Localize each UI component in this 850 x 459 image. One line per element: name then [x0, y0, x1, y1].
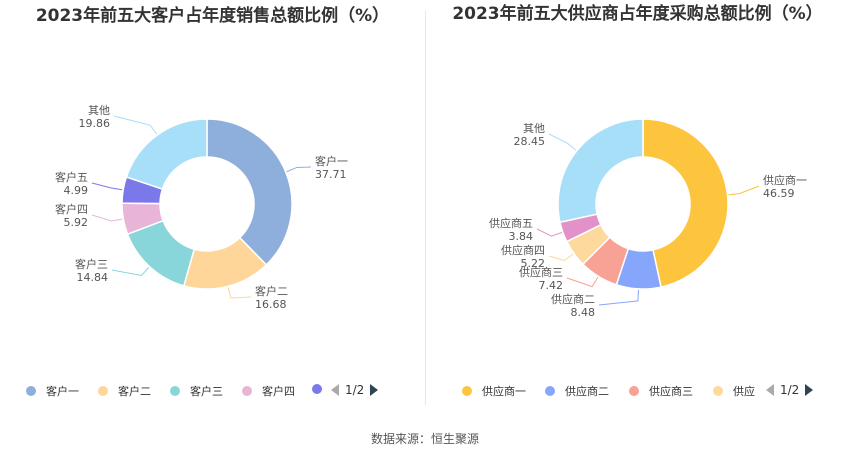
leader-line: [91, 182, 123, 191]
customer-chart-panel: 2023年前五大客户占年度销售总额比例（%） 客户一 37.71 客户二 16.68 客…: [0, 0, 425, 420]
legend-item[interactable]: 供应商一: [462, 383, 526, 399]
slice-value: 19.86: [79, 117, 111, 130]
leader-line: [286, 166, 312, 173]
slice-value: 14.84: [77, 271, 109, 284]
leader-line: [548, 133, 577, 151]
leader-line: [111, 267, 150, 277]
legend-swatch: [629, 386, 639, 396]
legend-pager: 1/2: [331, 383, 379, 397]
slice-label: 其他: [523, 122, 545, 135]
slice-label: 客户一: [315, 154, 348, 168]
legend-swatch: [242, 386, 252, 396]
legend-item[interactable]: 客户一: [26, 383, 79, 399]
slice-value: 28.45: [514, 135, 546, 148]
slice-value: 3.84: [509, 230, 534, 243]
legend-label: 客户四: [262, 385, 295, 398]
slice-label: 供应商二: [551, 292, 595, 306]
prev-page-icon[interactable]: [766, 384, 774, 396]
slice-label: 供应商四: [501, 243, 545, 257]
donut-slice-6[interactable]: [557, 118, 644, 224]
slice-value: 46.59: [763, 187, 795, 200]
legend-label: 客户二: [118, 385, 151, 398]
legend-item[interactable]: 客户四: [242, 383, 295, 399]
leader-line: [227, 287, 252, 299]
slice-value: 8.48: [571, 306, 596, 319]
leader-line: [598, 289, 640, 306]
leader-line: [548, 253, 574, 262]
slice-value: 16.68: [255, 298, 287, 311]
legend-item[interactable]: 供应商三: [629, 383, 693, 399]
donut-slice-1[interactable]: [206, 118, 293, 266]
legend-swatch: [312, 384, 322, 394]
legend-swatch: [26, 386, 36, 396]
slice-value: 5.22: [521, 257, 546, 270]
legend-item[interactable]: 客户二: [98, 383, 151, 399]
slice-label: 供应商三: [519, 265, 563, 279]
donut-slice-6[interactable]: [125, 118, 208, 191]
legend-label: 客户一: [46, 385, 79, 398]
legend-swatch: [170, 386, 180, 396]
chart-title: 2023年前五大供应商占年度采购总额比例（%）: [452, 4, 823, 24]
legend-pager: 1/2: [766, 383, 814, 397]
legend-label: 供应商二: [565, 385, 609, 398]
prev-page-icon[interactable]: [331, 384, 339, 396]
legend-label: 供应商一: [482, 385, 526, 398]
slice-value: 5.92: [64, 216, 89, 229]
slice-label: 其他: [88, 104, 110, 117]
legend-label: 供应: [733, 385, 755, 398]
slice-label: 客户五: [55, 170, 88, 184]
leader-line: [728, 185, 760, 196]
legend-swatch: [462, 386, 472, 396]
panel-divider: [425, 10, 426, 405]
leader-line: [536, 228, 563, 237]
slice-label: 客户二: [255, 284, 288, 298]
slice-label: 供应商一: [763, 173, 807, 187]
page-indicator: 1/2: [780, 383, 800, 397]
legend-swatch: [98, 386, 108, 396]
legend-swatch: [545, 386, 555, 396]
customer-legend: 客户一 客户二 客户三 客户四 1/2: [0, 383, 425, 403]
legend-label: 客户三: [190, 385, 223, 398]
leader-line: [566, 276, 599, 288]
legend-swatch: [713, 386, 723, 396]
chart-title: 2023年前五大客户占年度销售总额比例（%）: [35, 6, 390, 26]
slice-label: 客户三: [75, 257, 108, 271]
next-page-icon[interactable]: [805, 384, 814, 396]
leader-line: [91, 214, 123, 222]
legend-item[interactable]: 供应商二: [545, 383, 609, 399]
slice-value: 4.99: [64, 184, 89, 197]
supplier-legend: 供应商一 供应商二 供应商三 供应 1/2: [425, 383, 850, 403]
supplier-chart-panel: 2023年前五大供应商占年度采购总额比例（%） 供应商一 46.59 供应商二 8.4…: [425, 0, 850, 420]
next-page-icon[interactable]: [370, 384, 379, 396]
legend-label: 供应商三: [649, 385, 693, 398]
legend-item[interactable]: 供应: [713, 383, 755, 399]
slice-value: 7.42: [539, 279, 564, 292]
donut-slice-1[interactable]: [642, 118, 729, 288]
leader-line: [113, 115, 158, 135]
slice-value: 37.71: [315, 168, 347, 181]
page-indicator: 1/2: [345, 383, 365, 397]
legend-item[interactable]: 客户三: [170, 383, 223, 399]
legend-item[interactable]: [312, 383, 332, 396]
slice-label: 客户四: [55, 202, 88, 216]
data-source-note: 数据来源：恒生聚源: [370, 432, 479, 446]
slice-label: 供应商五: [489, 216, 533, 230]
